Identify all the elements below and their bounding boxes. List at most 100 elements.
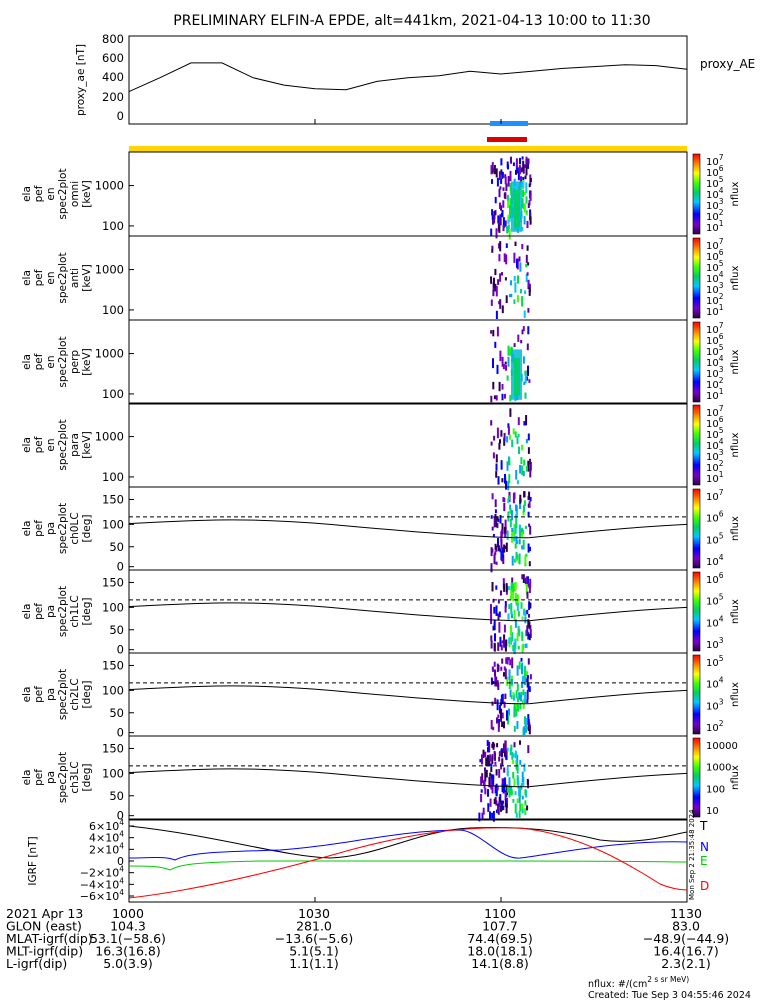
spectrogram-pixel	[528, 286, 531, 296]
spectrogram-pixel	[501, 356, 504, 367]
spectrogram-pixel	[514, 282, 517, 293]
spectrogram-pixel	[515, 469, 518, 480]
spectrogram-pixel	[523, 164, 526, 168]
spectrogram-pixel	[499, 241, 502, 252]
spectrogram-pixel	[505, 755, 508, 760]
spectrogram-pixel	[507, 214, 510, 221]
spectrogram-pixel	[515, 706, 518, 717]
colorbar-tick: 1000	[706, 763, 731, 774]
spectrogram-pixel	[497, 279, 500, 285]
panel-ylabel-line: spec2plot	[57, 586, 69, 637]
spectrogram-pixel	[503, 767, 506, 773]
ytick: 150	[102, 741, 124, 755]
spectrogram-pixel	[522, 610, 525, 616]
anno-row-value: 83.0	[672, 919, 700, 934]
panel-ylabel-line: ela	[21, 604, 33, 620]
anno-row-value: 53.1(−58.6)	[90, 931, 166, 946]
spectrogram-pixel	[509, 659, 512, 666]
spectrogram-pixel	[526, 376, 529, 381]
spectrogram-pixel	[512, 798, 515, 803]
ytick: 0	[117, 726, 124, 740]
side-stamp: Mon Sep 2 21:35:48 2024	[688, 809, 696, 900]
spectrogram-pixel	[523, 693, 526, 703]
ytick: 4×104	[89, 830, 124, 845]
spectrogram-pixel	[513, 299, 516, 304]
spectrogram-pixel	[515, 551, 518, 559]
spectrogram-pixel	[489, 798, 492, 807]
ytick: 50	[109, 789, 124, 803]
energy-panel: ela pef en spec2plot perp [keV] 1000 100 nflux 10…	[21, 319, 741, 405]
spectrogram-pixel	[529, 463, 532, 472]
spectrogram-pixel	[504, 519, 507, 530]
spectrogram-pixel	[519, 803, 522, 812]
colorbar-tick: 104	[706, 354, 724, 369]
ytick: 100	[102, 303, 124, 317]
ytick: 800	[102, 32, 124, 46]
spectrogram-pixel	[517, 417, 520, 426]
panel-ylabel-line: spec2plot	[57, 168, 69, 219]
plot-title: PRELIMINARY ELFIN-A EPDE, alt=441km, 202…	[173, 13, 650, 29]
spectrogram-pixel	[502, 554, 505, 564]
colorbar-tick: 101	[706, 387, 724, 402]
spectrogram-pixel	[508, 637, 511, 644]
spectrogram-pixel	[497, 714, 500, 719]
spectrogram-pixel	[498, 254, 501, 262]
spectrogram-pixel	[506, 785, 509, 793]
spectrogram-pixel	[526, 805, 529, 811]
spectrogram-pixel	[516, 258, 518, 268]
spectrogram-pixel	[501, 272, 503, 276]
spectrogram-pixel	[495, 463, 498, 471]
spectrogram-pixel	[517, 780, 520, 789]
spectrogram-pixel	[515, 510, 518, 517]
spectrogram-pixel	[522, 356, 525, 364]
spectrogram-pixel	[504, 647, 507, 652]
panel-ylabel-line: pef	[33, 185, 45, 202]
spectrogram-pixel	[529, 458, 531, 465]
spectrogram-pixel	[504, 740, 507, 752]
spectrogram-pixel	[491, 493, 494, 500]
spectrogram-pixel	[491, 784, 494, 794]
spectrogram-pixel	[524, 175, 527, 180]
spectrogram-pixel	[519, 528, 522, 536]
pitch-angle-panel: ela pef pa spec2plot ch1LC [deg] 150 100 50 0 nflu…	[21, 569, 741, 657]
spectrogram-pixel	[514, 581, 517, 591]
spectrogram-pixel	[523, 763, 526, 772]
spectrogram-pixel	[497, 545, 500, 552]
spectrogram-data	[490, 657, 532, 735]
spectrogram-pixel	[493, 165, 496, 175]
spectrogram-pixel	[525, 670, 528, 675]
spectrogram-data	[490, 241, 531, 319]
panel-ylabel-line: omni	[69, 181, 81, 207]
spectrogram-pixel	[492, 777, 495, 786]
spectrogram-pixel	[506, 766, 509, 777]
anno-row-value: 16.4(16.7)	[653, 944, 718, 959]
spectrogram-pixel	[501, 171, 504, 178]
lc-solid-line	[128, 685, 688, 705]
spectrogram-pixel	[494, 669, 496, 677]
anno-row-value: −13.6(−5.6)	[275, 931, 353, 946]
spectrogram-pixel	[515, 812, 518, 818]
spectrogram-pixel	[504, 545, 507, 549]
spectrogram-pixel	[510, 603, 513, 614]
spectrogram-pixel	[505, 254, 508, 265]
spectrogram-pixel	[520, 457, 523, 465]
spectrogram-pixel	[499, 439, 501, 444]
spectrogram-pixel	[505, 183, 508, 191]
spectrogram-pixel	[503, 721, 505, 729]
spectrogram-pixel	[515, 504, 517, 512]
spectrogram-pixel	[499, 273, 502, 282]
spectrogram-pixel	[491, 526, 494, 531]
lc-solid-line	[128, 768, 688, 788]
spectrogram-pixel	[526, 699, 529, 704]
spectrogram-pixel	[516, 436, 519, 445]
spectrogram-pixel	[492, 358, 494, 369]
spectrogram-pixel	[496, 717, 498, 724]
colorbar	[692, 488, 701, 569]
panel-ylabel-line: pef	[33, 436, 45, 453]
spectrogram-pixel	[513, 725, 516, 732]
spectrogram-pixel	[500, 178, 503, 184]
spectrogram-pixel	[493, 395, 496, 400]
spectrogram-pixel	[527, 326, 530, 335]
spectrogram-pixel	[527, 460, 530, 472]
